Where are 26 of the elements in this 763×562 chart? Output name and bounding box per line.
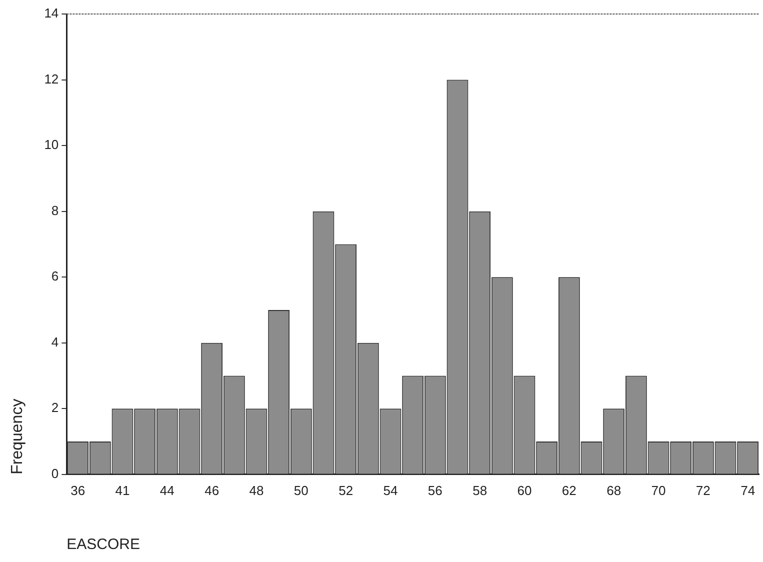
x-tick-label: 50: [294, 482, 308, 498]
x-tick-label: 62: [562, 482, 576, 498]
y-axis-title: Frequency: [9, 398, 26, 474]
x-tick-label: 74: [740, 482, 756, 498]
x-tick-label: 46: [204, 482, 220, 498]
y-tick-label: 8: [51, 202, 59, 218]
y-tick-label: 12: [44, 71, 59, 86]
x-tick-label: 56: [428, 482, 442, 498]
y-tick-label: 10: [44, 137, 59, 152]
x-tick-label: 44: [160, 482, 174, 498]
x-tick-label: 72: [696, 482, 710, 498]
x-tick-label: 52: [338, 482, 354, 498]
y-tick-label: 6: [51, 268, 59, 284]
x-tick-label: 48: [249, 482, 264, 498]
y-tick-label: 4: [51, 334, 59, 350]
y-tick-label: 0: [51, 466, 59, 481]
x-tick-label: 58: [472, 482, 488, 498]
x-tick-label: 68: [606, 482, 622, 498]
x-tick-label: 60: [517, 482, 532, 498]
x-axis-title: EASCORE: [66, 536, 140, 554]
x-tick-label: 36: [70, 482, 86, 498]
x-tick-label: 70: [651, 482, 666, 498]
x-tick-label: 54: [383, 482, 398, 498]
x-tick-label: 41: [115, 482, 130, 498]
y-tick-label: 14: [44, 6, 59, 21]
y-tick-label: 2: [51, 400, 59, 416]
